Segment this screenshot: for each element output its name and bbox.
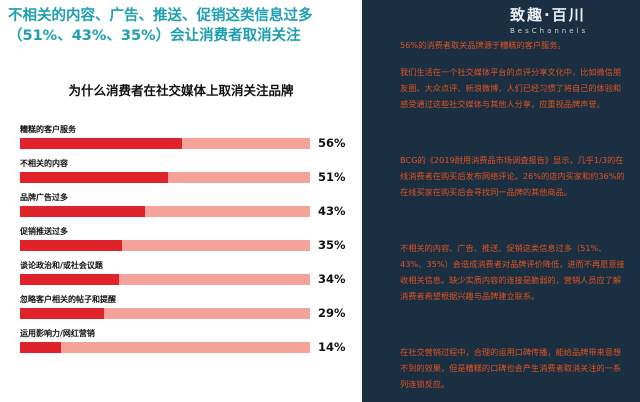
paragraph-2: 我们生活在一个社交媒体平台的点评分享文化中，比如微信朋友圈、大众点评、新浪微博，… xyxy=(400,67,622,109)
bar-label: 品牌广告过多 xyxy=(20,193,68,202)
headline: 不相关的内容、广告、推送、促销这类信息过多（51%、43%、35%）会让消费者取… xyxy=(8,8,313,44)
brand-logo-text: 致趣·百川 xyxy=(510,6,586,24)
text-panel xyxy=(362,0,640,402)
bar-value-label: 34% xyxy=(318,272,346,286)
paragraph-5: 在社交营销过程中，合理的运用口碑传播，能给品牌带来意想不到的效果，但是糟糕的口碑… xyxy=(400,347,622,389)
brand-logo: 致趣·百川 BesChannels xyxy=(510,4,632,40)
bar-track xyxy=(20,342,310,353)
bar xyxy=(20,274,119,285)
bar xyxy=(20,172,168,183)
bar-label: 谈论政治和/或社会议题 xyxy=(20,261,103,270)
bar xyxy=(20,240,122,251)
bar-track xyxy=(20,240,310,251)
bar-label: 运用影响力/网红营销 xyxy=(20,329,95,338)
brand-logo-subtext: BesChannels xyxy=(510,27,589,35)
bar xyxy=(20,138,183,149)
bar-value-label: 14% xyxy=(318,340,346,354)
bar-label: 促销推送过多 xyxy=(20,227,68,236)
bar-value-label: 29% xyxy=(318,306,346,320)
bar-value-label: 43% xyxy=(318,204,346,218)
bar-track xyxy=(20,206,310,217)
bar-track xyxy=(20,172,310,183)
bar-label: 忽略客户相关的帖子和提醒 xyxy=(20,295,116,304)
infographic-panel: 不相关的内容、广告、推送、促销这类信息过多（51%、43%、35%）会让消费者取… xyxy=(0,0,362,402)
bar-value-label: 35% xyxy=(318,238,346,252)
paragraph-3: BCG的《2019耐用消费品市场调查报告》显示，几乎1/3的在线消费者在购买后发… xyxy=(400,155,625,197)
bar xyxy=(20,206,145,217)
bar-track xyxy=(20,308,310,319)
bar-track xyxy=(20,138,310,149)
bar-value-label: 56% xyxy=(318,136,346,150)
bar xyxy=(20,308,105,319)
chart-title: 为什么消费者在社交媒体上取消关注品牌 xyxy=(68,83,294,98)
paragraph-4: 不相关的内容、广告、推送、促销这类信息过多（51%、43%、35%）会造成消费者… xyxy=(400,243,625,301)
paragraph-1: 56%的消费者取关品牌源于糟糕的客户服务。 xyxy=(400,40,566,50)
bar-track xyxy=(20,274,310,285)
bar-value-label: 51% xyxy=(318,170,346,184)
bar xyxy=(20,342,61,353)
bar-label: 不相关的内容 xyxy=(20,159,68,168)
bar-label: 糟糕的客户服务 xyxy=(20,125,76,134)
